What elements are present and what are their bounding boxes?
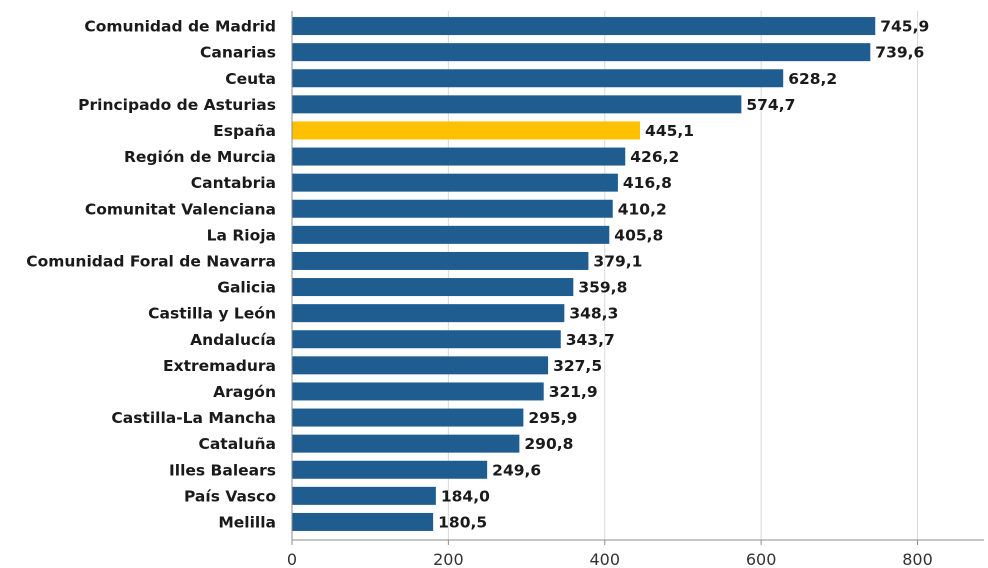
value-label: 249,6 <box>492 461 541 479</box>
x-tick-label: 600 <box>746 550 777 568</box>
category-label: Canarias <box>200 44 276 62</box>
bar <box>292 69 784 88</box>
x-tick-label: 200 <box>433 550 464 568</box>
category-label: País Vasco <box>184 487 276 505</box>
bar <box>292 278 574 297</box>
value-label: 405,8 <box>614 226 663 244</box>
category-label: Región de Murcia <box>124 148 276 166</box>
value-label: 295,9 <box>528 409 577 427</box>
bar <box>292 199 613 218</box>
category-label: Comunidad Foral de Navarra <box>26 252 276 270</box>
bars <box>292 17 876 531</box>
value-label: 290,8 <box>524 435 573 453</box>
category-label: España <box>213 122 276 140</box>
value-label: 379,1 <box>593 252 642 270</box>
category-label: Illes Balears <box>169 461 276 479</box>
bar <box>292 225 610 244</box>
bar <box>292 43 871 62</box>
value-label: 359,8 <box>578 279 627 297</box>
value-label: 180,5 <box>438 513 487 531</box>
x-tick-label: 400 <box>589 550 620 568</box>
bar <box>292 17 876 36</box>
category-label: Castilla y León <box>148 305 276 323</box>
value-label: 628,2 <box>788 70 837 88</box>
bar <box>292 330 561 349</box>
value-label: 410,2 <box>618 200 667 218</box>
value-label: 343,7 <box>566 331 615 349</box>
value-label: 574,7 <box>746 96 795 114</box>
value-label: 745,9 <box>880 18 929 36</box>
category-label: Extremadura <box>163 357 276 375</box>
value-label: 416,8 <box>623 174 672 192</box>
category-label: La Rioja <box>207 226 276 244</box>
x-tick-label: 0 <box>287 550 297 568</box>
category-label: Galicia <box>217 279 276 297</box>
value-label: 321,9 <box>549 383 598 401</box>
category-label: Cataluña <box>198 435 276 453</box>
value-label: 445,1 <box>645 122 694 140</box>
bar <box>292 121 641 140</box>
value-label: 184,0 <box>441 487 490 505</box>
bar <box>292 382 544 401</box>
bar <box>292 147 626 166</box>
category-label: Andalucía <box>190 331 276 349</box>
category-label: Aragón <box>213 383 276 401</box>
labels: Comunidad de Madrid 745,9 Canarias 739,6 Ceu… <box>26 18 929 532</box>
bar <box>292 173 618 192</box>
axes: 0 200 400 600 800 <box>287 11 984 568</box>
category-label: Ceuta <box>225 70 276 88</box>
x-tick-label: 800 <box>902 550 933 568</box>
value-label: 426,2 <box>630 148 679 166</box>
bar <box>292 356 549 375</box>
bar <box>292 304 565 323</box>
category-label: Comunidad de Madrid <box>84 18 276 36</box>
bar <box>292 486 436 505</box>
bar <box>292 512 434 531</box>
category-label: Principado de Asturias <box>78 96 276 114</box>
category-label: Melilla <box>218 513 276 531</box>
bar <box>292 95 742 114</box>
value-label: 739,6 <box>875 44 924 62</box>
bar <box>292 251 589 270</box>
category-label: Castilla-La Mancha <box>111 409 276 427</box>
value-label: 348,3 <box>569 305 618 323</box>
category-label: Cantabria <box>191 174 276 192</box>
bar <box>292 434 520 453</box>
category-label: Comunitat Valenciana <box>85 200 276 218</box>
bar <box>292 460 488 479</box>
bar <box>292 408 524 427</box>
value-label: 327,5 <box>553 357 602 375</box>
